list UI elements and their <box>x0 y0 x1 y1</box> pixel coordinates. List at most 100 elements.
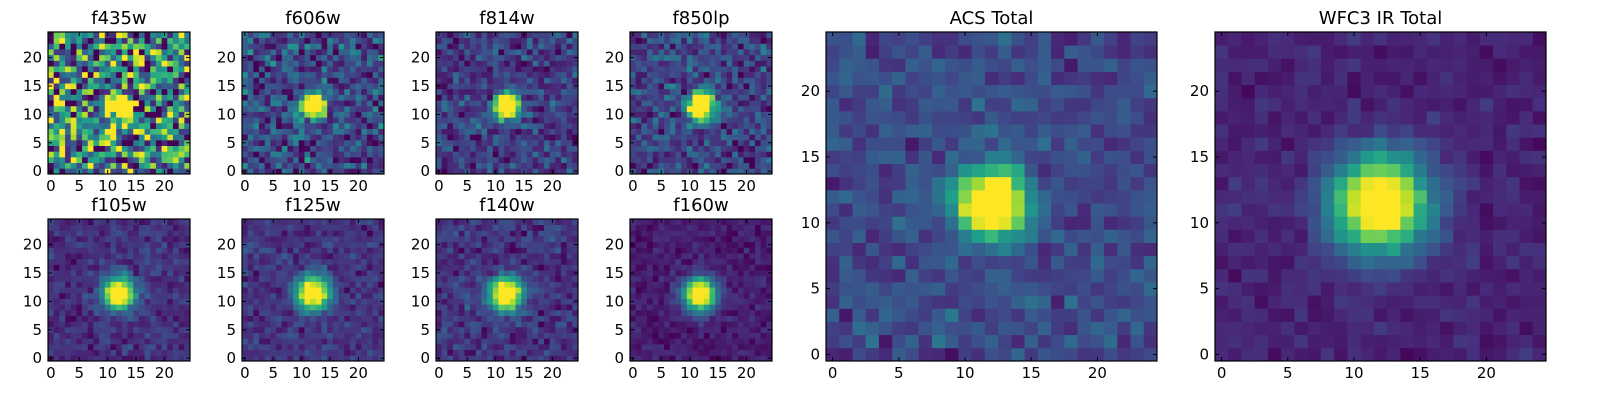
heatmap-cell <box>372 37 379 44</box>
heatmap-cell <box>447 247 454 254</box>
heatmap-cell <box>378 32 385 39</box>
heatmap-cell <box>242 37 249 44</box>
heatmap-cell <box>104 88 111 95</box>
heatmap-cell <box>538 71 545 78</box>
heatmap-cell <box>766 88 773 95</box>
heatmap-cell <box>155 37 162 44</box>
heatmap-cell <box>110 309 117 316</box>
heatmap-cell <box>287 219 294 226</box>
heatmap-cell <box>65 151 72 158</box>
heatmap-cell <box>743 37 750 44</box>
heatmap-cell <box>436 287 443 294</box>
heatmap-cell <box>338 128 345 135</box>
heatmap-cell <box>526 321 533 328</box>
heatmap-cell <box>521 258 528 265</box>
heatmap-cell <box>259 304 266 311</box>
heatmap-cell <box>310 105 317 112</box>
heatmap-cell <box>253 83 260 90</box>
heatmap-cell <box>470 105 477 112</box>
heatmap-cell <box>458 247 465 254</box>
heatmap-cell <box>720 77 727 84</box>
heatmap-cell <box>344 332 351 339</box>
heatmap-cell <box>487 37 494 44</box>
heatmap-cell <box>453 298 460 305</box>
heatmap-cell <box>720 338 727 345</box>
heatmap-cell <box>349 349 356 356</box>
heatmap-cell <box>144 94 151 101</box>
heatmap-cell <box>93 139 100 146</box>
heatmap-cell <box>48 236 55 243</box>
heatmap-cell <box>127 77 134 84</box>
heatmap-cell <box>555 230 562 237</box>
heatmap-cell <box>259 54 266 61</box>
heatmap-cell <box>436 134 443 141</box>
heatmap-cell <box>366 122 374 129</box>
heatmap-cell <box>669 128 676 135</box>
heatmap-cell <box>276 77 283 84</box>
heatmap-cell <box>664 122 671 129</box>
heatmap-cell <box>470 71 477 78</box>
heatmap-cell <box>70 298 77 305</box>
heatmap-cell <box>555 32 562 39</box>
heatmap-cell <box>82 270 89 277</box>
heatmap-cell <box>104 139 111 146</box>
heatmap-cell <box>726 151 733 158</box>
heatmap-cell <box>184 117 191 124</box>
heatmap-cell <box>298 111 305 118</box>
heatmap-cell <box>658 134 665 141</box>
heatmap-cell <box>470 281 477 288</box>
heatmap-cell <box>481 287 488 294</box>
x-tick-label: 10 <box>292 177 311 195</box>
heatmap-cell <box>760 292 767 299</box>
heatmap-cell <box>515 309 522 316</box>
heatmap-cell <box>304 338 311 345</box>
heatmap-cell <box>572 94 579 101</box>
heatmap-cell <box>155 287 162 294</box>
heatmap-cell <box>276 321 283 328</box>
heatmap-cell <box>543 230 550 237</box>
heatmap-cell <box>658 309 665 316</box>
heatmap-cell <box>65 77 72 84</box>
heatmap-cell <box>48 145 55 152</box>
heatmap-cell <box>87 77 94 84</box>
heatmap-cell <box>355 134 362 141</box>
heatmap-cell <box>760 117 767 124</box>
heatmap-cell <box>664 111 671 118</box>
heatmap-cell <box>293 122 300 129</box>
heatmap-cell <box>253 292 260 299</box>
heatmap-cell <box>150 247 157 254</box>
heatmap-cell <box>99 304 106 311</box>
heatmap-cell <box>298 100 305 107</box>
heatmap-cell <box>53 128 60 135</box>
heatmap-cell <box>293 37 300 44</box>
heatmap-cell <box>304 32 311 39</box>
heatmap-cell <box>172 162 180 169</box>
heatmap-cell <box>635 139 642 146</box>
heatmap-cell <box>287 224 294 231</box>
heatmap-cell <box>99 151 106 158</box>
heatmap-cell <box>304 321 311 328</box>
heatmap-cell <box>543 94 550 101</box>
heatmap-cell <box>521 54 528 61</box>
heatmap-cell <box>93 326 100 333</box>
heatmap-cell <box>99 230 106 237</box>
heatmap-cell <box>259 88 266 95</box>
heatmap-cell <box>361 145 368 152</box>
heatmap-cell <box>144 326 151 333</box>
heatmap-cell <box>560 134 568 141</box>
heatmap-cell <box>116 253 123 260</box>
heatmap-cell <box>53 338 60 345</box>
heatmap-cell <box>59 145 66 152</box>
heatmap-cell <box>99 264 106 271</box>
heatmap-cell <box>327 224 334 231</box>
heatmap-cell <box>53 88 60 95</box>
heatmap-cell <box>447 241 454 248</box>
heatmap-cell <box>321 117 328 124</box>
heatmap-cell <box>630 332 637 339</box>
heatmap-cell <box>327 105 334 112</box>
heatmap-cell <box>287 122 294 129</box>
heatmap-cell <box>749 117 756 124</box>
heatmap-cell <box>178 94 185 101</box>
heatmap-cell <box>669 349 676 356</box>
